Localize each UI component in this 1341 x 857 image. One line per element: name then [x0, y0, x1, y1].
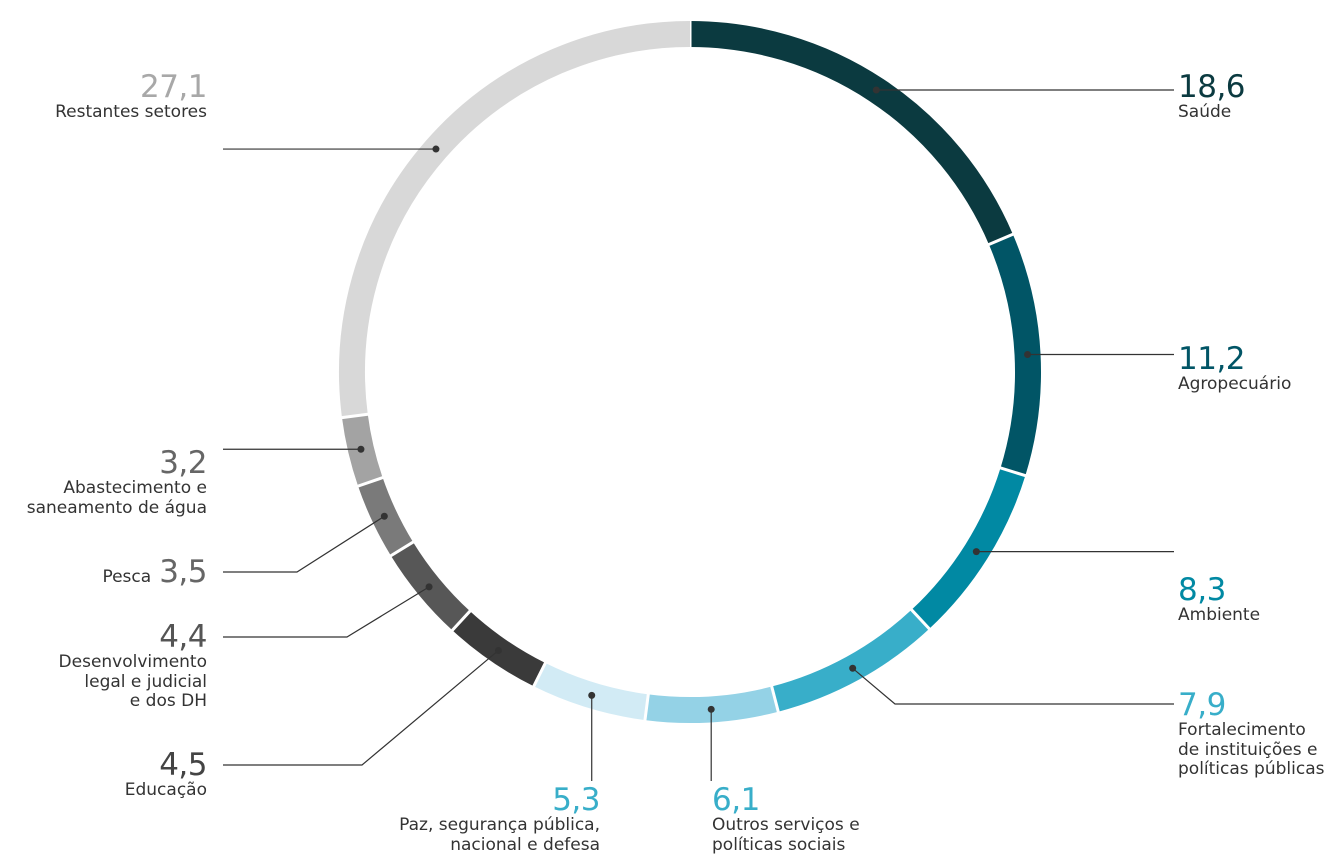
slice-category: Fortalecimento de instituições e polític…: [1178, 720, 1325, 780]
slice-category: Paz, segurança pública, nacional e defes…: [399, 815, 600, 855]
slice-label: 8,3 Ambiente: [1178, 575, 1260, 626]
slice-category: Abastecimento e saneamento de água: [26, 478, 207, 518]
slice-category: Saúde: [1178, 102, 1232, 122]
slice-label: 7,9 Fortalecimento de instituições e polí…: [1178, 690, 1324, 780]
slice-label: 6,1 Outros serviços e políticas sociais: [712, 785, 860, 855]
slice-category: Ambiente: [1178, 605, 1261, 625]
slice-label: 27,1 Restantes setores: [55, 72, 207, 123]
donut-slice: [988, 234, 1041, 476]
leader-line: [223, 515, 385, 573]
leader-dot: [425, 583, 433, 591]
donut-slice: [771, 609, 930, 712]
slice-separator: [531, 660, 548, 689]
leader-dot: [707, 705, 715, 713]
slice-value: 3,5: [159, 554, 207, 590]
leader-dot: [432, 145, 440, 153]
leader-dot: [357, 445, 365, 453]
slice-separator: [998, 465, 1028, 478]
leader-dot: [588, 691, 596, 699]
slice-value: 11,2: [1178, 341, 1246, 377]
slice-value: 3,2: [159, 445, 207, 481]
slice-label: 4,4 Desenvolvimento legal e judicial e do…: [58, 619, 208, 712]
slice-label: 11,2 Agropecuário: [1178, 344, 1291, 395]
leader-dot: [380, 512, 388, 520]
leader-line: [223, 586, 430, 638]
slice-label: 18,6 Saúde: [1178, 69, 1246, 123]
slice-separator: [339, 412, 370, 420]
slice-category: Desenvolvimento legal e judicial e dos D…: [58, 652, 207, 712]
donut-slice: [689, 21, 1013, 245]
slice-separator: [388, 539, 416, 559]
slice-category: Outros serviços e políticas sociais: [712, 815, 860, 855]
slice-label: Pesca 3,5: [102, 557, 207, 588]
slice-value: 4,5: [159, 747, 207, 783]
slice-separator: [769, 684, 781, 715]
slice-separator: [909, 607, 932, 632]
slice-value: 8,3: [1178, 572, 1226, 608]
slice-label: 3,2 Abastecimento e saneamento de água: [26, 445, 208, 518]
slice-label: 4,5 Educação: [124, 747, 208, 801]
slice-category: Educação: [124, 780, 207, 800]
slice-separator: [643, 692, 651, 723]
leader-dot: [972, 548, 980, 556]
slice-value: 27,1: [139, 69, 208, 105]
slice-value: 18,6: [1178, 69, 1246, 105]
donut-slice: [533, 662, 649, 721]
donut-slice: [339, 21, 691, 418]
slice-category: Pesca: [102, 567, 152, 587]
leader-line: [223, 650, 499, 766]
slice-category: Restantes setores: [55, 102, 207, 122]
slice-value: 6,1: [712, 782, 760, 818]
slice-value: 7,9: [1178, 687, 1226, 723]
slice-value: 4,4: [159, 619, 207, 655]
slice-separator: [355, 475, 386, 489]
leader-dot: [849, 664, 857, 672]
leader-dot: [1024, 351, 1032, 359]
slice-category: Agropecuário: [1178, 374, 1292, 394]
leader-dot: [494, 646, 502, 654]
slice-separator: [449, 608, 473, 633]
leader-dot: [872, 86, 880, 94]
leader-line: [852, 667, 1174, 705]
slice-label: 5,3 Paz, segurança pública, nacional e de…: [399, 785, 600, 855]
slice-separator: [986, 232, 1016, 247]
slice-value: 5,3: [552, 782, 600, 818]
donut-slice: [911, 467, 1026, 629]
